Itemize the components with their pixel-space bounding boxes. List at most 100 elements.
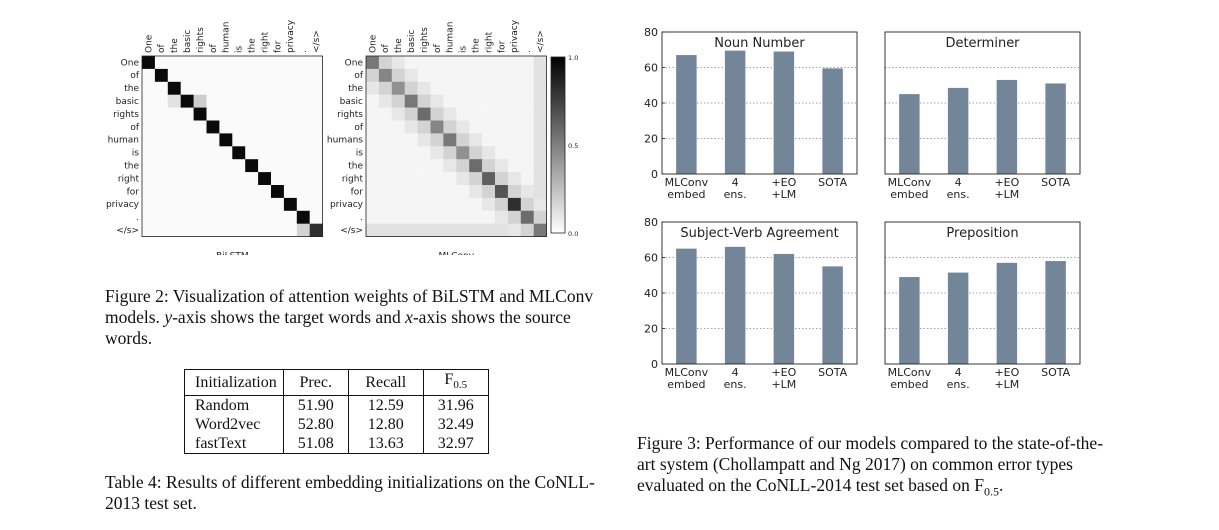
heatmap-cell xyxy=(520,120,534,134)
heatmap-cell xyxy=(378,159,393,173)
heatmap-cell xyxy=(366,94,380,108)
heatmap-cell xyxy=(283,56,298,70)
y-tick-label: for xyxy=(127,187,140,197)
heatmap-cell xyxy=(232,172,246,186)
heatmap-cell xyxy=(482,159,496,173)
heatmap-cell xyxy=(258,133,272,147)
y-tick-label: right xyxy=(342,174,364,184)
heatmap-cell xyxy=(495,159,509,173)
heatmap-cell xyxy=(258,107,272,121)
heatmap-cell xyxy=(533,172,547,186)
table-cell: 12.80 xyxy=(348,415,424,435)
bar xyxy=(947,272,969,364)
heatmap-cell xyxy=(443,223,457,237)
x-tick-label: +LM xyxy=(994,188,1019,201)
x-tick-label: is xyxy=(235,45,245,53)
attention-figure: Oneofthebasicrightsofhumanistherightforp… xyxy=(106,19,578,255)
heatmap-cell xyxy=(417,133,431,147)
y-tick-label: the xyxy=(124,84,139,94)
heatmap-cell xyxy=(391,172,405,186)
heatmap-cell xyxy=(366,107,380,121)
x-tick-label: basic xyxy=(183,30,193,53)
x-tick-label: privacy xyxy=(510,19,520,53)
heatmap-cell xyxy=(443,56,457,70)
heatmap-cell xyxy=(430,120,444,134)
heatmap-cell xyxy=(404,185,418,199)
heatmap-cell xyxy=(507,185,522,199)
y-tick-label: right xyxy=(118,174,140,184)
y-tick-label: One xyxy=(121,58,140,68)
heatmap-cell xyxy=(417,81,431,95)
heatmap-cell xyxy=(154,56,169,70)
heatmap-cell xyxy=(245,185,259,199)
heatmap-cell xyxy=(507,146,522,160)
heatmap-cell xyxy=(283,159,298,173)
heatmap-cell xyxy=(378,197,393,212)
x-tick-label: One xyxy=(144,34,154,53)
bar xyxy=(1045,83,1066,174)
heatmap-cell xyxy=(309,146,323,160)
heatmap-cell xyxy=(296,120,310,134)
table-header-cell: Prec. xyxy=(283,368,349,397)
heatmap-cell xyxy=(296,146,310,160)
heatmap-cell xyxy=(180,210,194,224)
table-cell: 13.63 xyxy=(348,434,424,455)
heatmap-cell xyxy=(258,68,272,83)
heatmap-cell xyxy=(507,159,522,173)
heatmap-cell xyxy=(296,56,310,70)
y-tick-label: 60 xyxy=(644,62,658,75)
heatmap-cell xyxy=(417,223,431,237)
x-tick-label: embed xyxy=(667,188,705,201)
x-tick-label: ens. xyxy=(724,378,747,391)
heatmap-cell xyxy=(520,56,534,70)
heatmap-cell xyxy=(520,172,534,186)
heatmap-cell xyxy=(533,210,547,224)
heatmap-cell xyxy=(366,210,380,224)
heatmap-cell xyxy=(180,197,194,212)
heatmap-cell xyxy=(167,81,181,95)
heatmap-cell xyxy=(154,120,169,134)
heatmap-cell xyxy=(180,172,194,186)
heatmap-cell xyxy=(366,68,380,83)
heatmap-cell xyxy=(495,94,509,108)
heatmap-cell xyxy=(142,210,156,224)
heatmap-cell xyxy=(469,56,483,70)
heatmap-cell xyxy=(193,94,207,108)
heatmap-conv: Oneofthebasicrightsofhumansistherightfor… xyxy=(327,19,548,255)
heatmap-cell xyxy=(417,172,431,186)
heatmap-cell xyxy=(495,210,509,224)
heatmap-cell xyxy=(258,210,272,224)
heatmap-cell xyxy=(167,210,181,224)
heatmap-cell xyxy=(142,107,156,121)
heatmap-cell xyxy=(430,107,444,121)
heatmap-cell xyxy=(258,223,272,237)
heatmap-cell xyxy=(533,68,547,83)
heatmap-cell xyxy=(271,120,285,134)
heatmap-cell xyxy=(271,223,285,237)
heatmap-cell xyxy=(366,197,380,212)
heatmap-cell xyxy=(309,56,323,70)
heatmap-cell xyxy=(167,68,181,83)
error-type-charts: MLConvembed4ens.+EO+LMSOTA020406080Noun … xyxy=(644,26,1081,391)
heatmap-cell xyxy=(443,81,457,95)
heatmap-cell xyxy=(245,133,259,147)
bar xyxy=(996,79,1018,174)
y-tick-label: is xyxy=(132,149,140,159)
heatmap-cell xyxy=(430,159,444,173)
heatmap-cell xyxy=(245,159,259,173)
heatmap-cell xyxy=(180,133,194,147)
heatmap-cell xyxy=(296,185,310,199)
table-header-row: Initialization Prec. Recall F0.5 xyxy=(184,368,489,397)
heatmap-cell xyxy=(142,185,156,199)
bar xyxy=(1045,261,1066,364)
heatmap-cell xyxy=(404,159,418,173)
heatmap-cell xyxy=(154,159,169,173)
heatmap-cell xyxy=(309,133,323,147)
heatmap-cell xyxy=(193,133,207,147)
heatmap-cell xyxy=(232,81,246,95)
y-tick-label: the xyxy=(348,161,363,171)
heatmap-cell xyxy=(404,197,418,212)
heatmap-cell xyxy=(219,56,233,70)
heatmap-cell xyxy=(495,120,509,134)
